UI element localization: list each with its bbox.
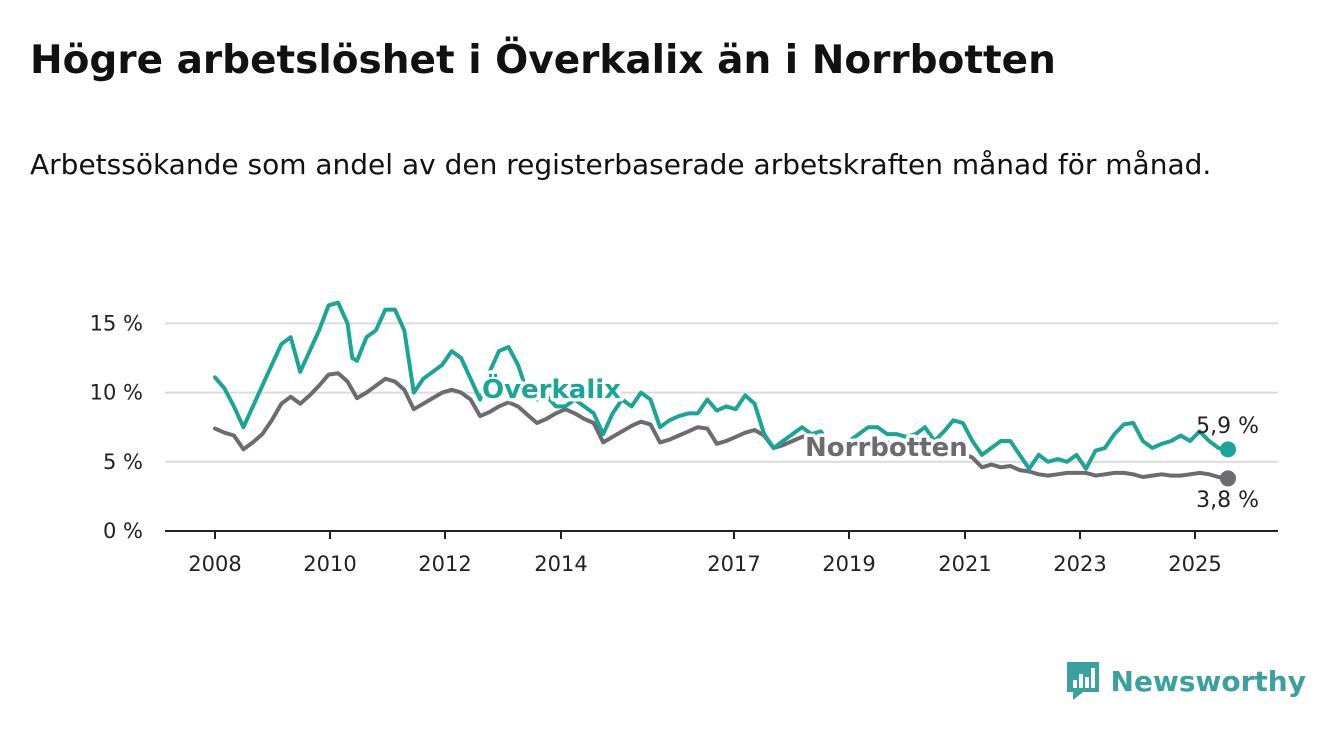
y-tick-label: 15 %	[90, 311, 143, 335]
series-label-overkalix: Överkalix	[482, 372, 621, 405]
series-label-norrbotten: Norrbotten	[805, 433, 968, 463]
x-tick-label: 2014	[534, 552, 587, 576]
x-tick-label: 2008	[188, 552, 241, 576]
x-tick-label: 2012	[418, 552, 471, 576]
chart-title: Högre arbetslöshet i Överkalix än i Norr…	[30, 38, 1056, 83]
x-tick-label: 2019	[822, 552, 875, 576]
chart-subtitle: Arbetssökande som andel av den registerb…	[30, 148, 1212, 181]
series-line-norrbotten	[213, 371, 1230, 481]
x-tick-label: 2023	[1053, 552, 1106, 576]
x-tick-label: 2017	[707, 552, 760, 576]
y-tick-label: 5 %	[103, 450, 143, 474]
series-layer	[213, 300, 1236, 487]
series-end-point	[1220, 470, 1236, 487]
end-label-overkalix: 5,9 %	[1196, 414, 1259, 439]
end-label-norrbotten: 3,8 %	[1196, 488, 1259, 513]
y-tick-label: 0 %	[103, 519, 143, 543]
brand: Newsworthy	[1065, 660, 1306, 702]
series-line-overkalix	[213, 300, 1230, 471]
label-layer: Överkalix Norrbotten 5,9 % 3,8 %	[479, 369, 1260, 514]
x-tick-label: 2021	[938, 552, 991, 576]
y-tick-label: 10 %	[90, 381, 143, 405]
grid-layer: 0 % 5 % 10 % 15 % 2008 2010 2012 2014 2017 2019 20…	[90, 311, 1278, 576]
x-tick-label: 2010	[303, 552, 356, 576]
brand-name: Newsworthy	[1110, 664, 1306, 698]
x-tick-label: 2025	[1168, 552, 1221, 576]
newsworthy-logo-icon	[1066, 662, 1099, 700]
series-end-point	[1220, 441, 1236, 458]
